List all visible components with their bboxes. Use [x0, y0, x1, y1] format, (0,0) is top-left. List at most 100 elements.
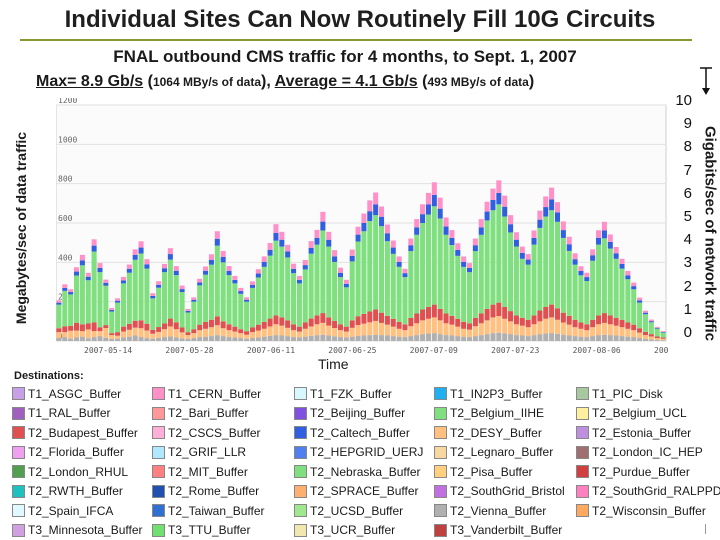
bar-segment — [343, 287, 349, 327]
bar-segment — [138, 247, 144, 254]
bar-segment — [238, 329, 244, 334]
bar-segment — [109, 309, 115, 312]
bar-segment — [361, 231, 367, 314]
bar-segment — [56, 328, 62, 333]
legend-item: T2_Belgium_IIHE — [434, 405, 576, 423]
bar-segment — [267, 243, 273, 250]
bar-segment — [179, 332, 185, 339]
bar-segment — [279, 231, 285, 240]
bar-segment — [490, 317, 496, 334]
bar-segment — [508, 321, 514, 335]
bar-segment — [337, 324, 343, 331]
legend-swatch — [434, 445, 447, 459]
bar-segment — [519, 252, 525, 259]
bar-segment — [349, 255, 355, 262]
bar-segment — [74, 271, 80, 276]
bar-segment — [337, 272, 343, 278]
bar-segment — [648, 336, 654, 340]
bar-segment — [138, 328, 144, 338]
bar-segment — [466, 329, 473, 338]
bar-segment — [197, 324, 203, 331]
bar-segment — [455, 326, 461, 337]
bar-segment — [296, 326, 302, 332]
bar-segment — [115, 335, 121, 339]
legend-item: T2_Bari_Buffer — [152, 405, 294, 423]
bar-segment — [396, 266, 402, 322]
bar-segment — [590, 319, 596, 328]
legend-swatch — [152, 465, 165, 479]
bar-segment — [637, 297, 643, 301]
bar-segment — [62, 332, 68, 338]
bar-segment — [79, 324, 85, 332]
bar-segment — [402, 277, 408, 325]
bar-segment — [220, 321, 226, 329]
bar-segment — [554, 308, 561, 320]
bar-segment — [654, 340, 660, 341]
bar-segment — [508, 232, 514, 312]
bar-segment — [97, 263, 103, 268]
bar-segment — [249, 284, 256, 288]
bar-segment — [660, 332, 666, 338]
bar-segment — [355, 325, 361, 336]
bar-segment — [373, 192, 379, 205]
bar-segment — [244, 297, 250, 300]
bar-segment — [185, 335, 191, 340]
bar-segment — [549, 210, 555, 305]
bar-segment — [660, 338, 666, 341]
bar-segment — [590, 249, 596, 256]
bar-segment — [631, 324, 637, 331]
bar-segment — [449, 237, 455, 246]
legend-label: T2_Belgium_UCL — [592, 406, 687, 421]
bar-segment — [126, 329, 132, 337]
bar-segment — [115, 298, 121, 301]
bar-segment — [572, 327, 578, 337]
bar-segment — [425, 333, 431, 341]
bar-segment — [466, 272, 473, 324]
bar-segment — [384, 241, 390, 316]
bar-segment — [543, 306, 549, 319]
bar-segment — [601, 221, 607, 231]
bar-segment — [332, 320, 338, 329]
bar-segment — [631, 286, 637, 290]
slide-edge-mark — [705, 524, 706, 534]
bar-segment — [461, 321, 467, 329]
bar-segment — [103, 282, 109, 286]
bar-segment — [232, 331, 238, 338]
bar-segment — [185, 308, 191, 311]
legend-title: Destinations: — [14, 370, 84, 382]
legend-label: T1_RAL_Buffer — [28, 406, 111, 421]
bar-segment — [596, 244, 602, 316]
right-axis-tick: 3 — [683, 254, 692, 272]
legend-swatch — [152, 484, 165, 498]
bar-segment — [156, 284, 162, 288]
legend-label: T2_Beijing_Buffer — [310, 406, 406, 421]
bar-segment — [308, 241, 314, 248]
bar-segment — [642, 310, 648, 313]
bar-segment — [214, 231, 220, 239]
bar-segment — [120, 276, 126, 281]
right-axis-tick: 0 — [683, 324, 692, 341]
x-tick-label: 2007-06-25 — [328, 346, 376, 355]
bar-segment — [425, 204, 431, 215]
bar-segment — [619, 263, 625, 269]
legend-label: T2_MIT_Buffer — [168, 464, 248, 479]
legend-swatch — [12, 406, 25, 420]
bar-segment — [572, 259, 578, 265]
bar-segment — [642, 314, 648, 332]
bar-segment — [197, 285, 203, 325]
bar-segment — [584, 324, 590, 331]
bar-segment — [156, 327, 162, 332]
legend-label: T2_Pisa_Buffer — [450, 464, 533, 479]
bar-segment — [208, 336, 214, 341]
bar-segment — [443, 323, 449, 336]
bar-segment — [642, 312, 648, 315]
bar-segment — [490, 210, 496, 305]
bar-segment — [443, 313, 449, 324]
bar-segment — [261, 321, 267, 329]
bar-segment — [572, 319, 578, 328]
legend-item: T3_Vanderbilt_Buffer — [434, 522, 576, 540]
bar-segment — [425, 318, 431, 334]
legend-label: T2_Belgium_IIHE — [450, 406, 545, 421]
bar-segment — [531, 237, 537, 245]
bar-segment — [472, 317, 478, 327]
